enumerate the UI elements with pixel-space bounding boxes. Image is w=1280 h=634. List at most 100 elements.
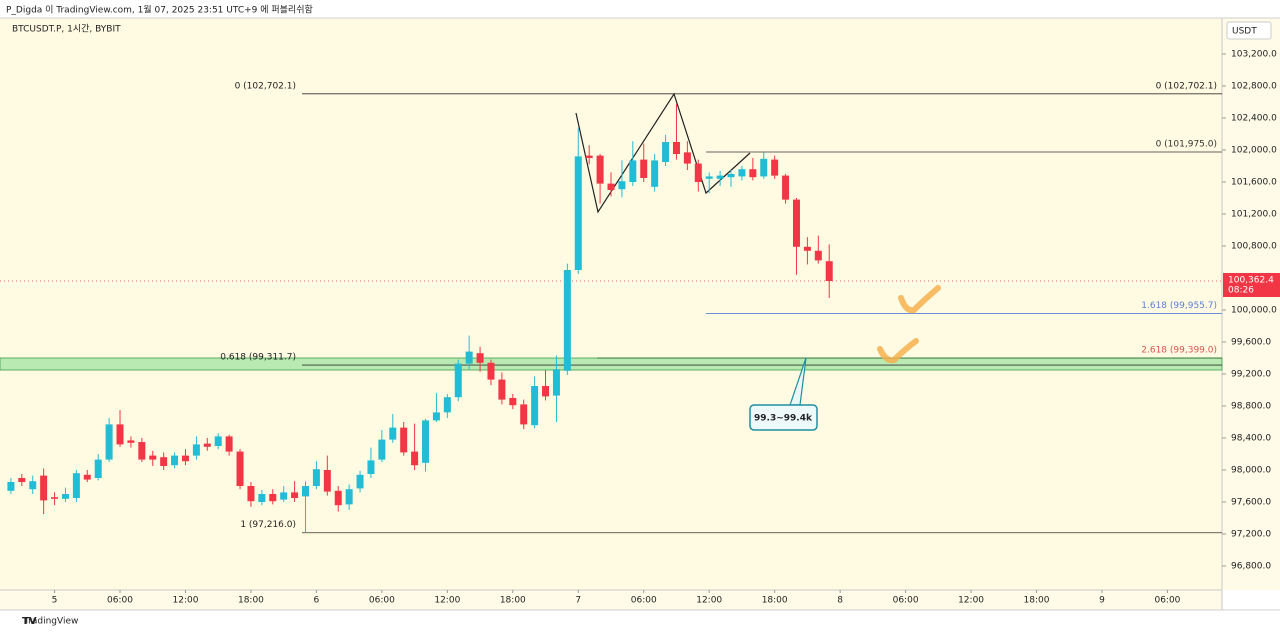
candle-body — [498, 379, 506, 400]
y-tick-label: 97,600.0 — [1231, 498, 1271, 508]
candle-body — [51, 497, 59, 499]
x-tick-label: 5 — [52, 596, 58, 606]
unit-label[interactable]: USDT — [1232, 27, 1257, 37]
last-price-box — [1223, 273, 1280, 298]
candle-body — [203, 443, 211, 447]
footer-brand: TradingView — [23, 617, 78, 627]
candle-body — [803, 246, 811, 251]
candle-body — [596, 155, 604, 184]
candle-body — [487, 362, 495, 380]
candle-body — [411, 451, 419, 466]
candle-body — [683, 152, 691, 164]
y-tick-label: 98,400.0 — [1231, 434, 1271, 444]
fib-label: 0.618 (99,311.7) — [220, 353, 296, 363]
drawings: 0 (102,702.1) 0 (102,702.1) 0.618 (99,311.… — [0, 81, 1223, 534]
candle-body — [727, 174, 735, 178]
candle-body — [40, 475, 48, 501]
candle-body — [771, 159, 779, 176]
candle-body — [509, 398, 517, 406]
logo-mark: 𝗧𝗩 — [22, 616, 37, 627]
candle-body — [705, 176, 713, 179]
candle-body — [214, 436, 222, 446]
candle-body — [258, 494, 266, 502]
candle-body — [160, 457, 168, 466]
last-price-label: 100,362.4 — [1228, 276, 1274, 286]
fib-label: 1.618 (99,955.7) — [1141, 301, 1217, 311]
zigzag-pattern — [575, 92, 751, 214]
x-tick-label: 9 — [1099, 596, 1105, 606]
x-tick-label: 18:00 — [500, 596, 526, 606]
candle-body — [378, 439, 386, 460]
x-tick-label: 8 — [837, 596, 843, 606]
candle-body — [127, 440, 135, 443]
y-tick-label: 99,600.0 — [1231, 338, 1271, 348]
y-tick-label: 98,800.0 — [1231, 402, 1271, 412]
candle-body — [640, 159, 648, 178]
y-tick-label: 103,200.0 — [1231, 50, 1277, 60]
candle-body — [585, 155, 593, 158]
candle-body — [422, 420, 430, 463]
x-tick-label: 06:00 — [631, 596, 657, 606]
candle-body — [563, 270, 571, 371]
candle-body — [138, 442, 146, 460]
candle-body — [356, 474, 364, 489]
candle-body — [171, 455, 179, 466]
y-tick-label: 99,200.0 — [1231, 370, 1271, 380]
fib-label: 2.618 (99,399.0) — [1141, 346, 1217, 356]
plot-area — [0, 18, 1222, 590]
candle-body — [432, 412, 440, 421]
candle-body — [792, 199, 800, 247]
candle-body — [367, 460, 375, 474]
candle-body — [116, 424, 124, 445]
y-tick-label: 101,600.0 — [1231, 178, 1277, 188]
x-tick-label: 7 — [575, 596, 581, 606]
candle-body — [749, 169, 757, 178]
check-mark — [877, 338, 919, 364]
x-tick-label: 06:00 — [893, 596, 919, 606]
candle-body — [814, 250, 822, 261]
unit-box[interactable] — [1226, 21, 1272, 40]
candle-body — [476, 353, 484, 363]
candle-body — [323, 470, 331, 492]
candle-body — [454, 363, 462, 398]
candle-body — [782, 175, 790, 200]
candle-body — [520, 404, 528, 425]
candle-body — [334, 490, 342, 506]
y-tick-label: 100,000.0 — [1231, 306, 1277, 316]
candle-body — [72, 473, 80, 498]
x-tick-label: 06:00 — [1154, 596, 1180, 606]
x-tick-label: 18:00 — [762, 596, 788, 606]
candle-body — [345, 489, 353, 505]
y-tick-label: 102,000.0 — [1231, 146, 1277, 156]
candle-body — [149, 455, 157, 460]
candle-body — [302, 486, 309, 497]
callout-label: 99.3~99.4k — [754, 414, 813, 424]
publisher-line: P_Digda 이 TradingView.com, 1월 07, 2025 2… — [6, 4, 313, 16]
candle-body — [760, 158, 768, 177]
candle-body — [225, 436, 233, 452]
countdown-label: 08:26 — [1228, 286, 1254, 296]
symbol-title: BTCUSDT.P, 1시간, BYBIT — [12, 24, 121, 35]
support-zone — [0, 357, 1223, 371]
candle-body — [618, 181, 626, 190]
y-tick-label: 102,400.0 — [1231, 114, 1277, 124]
candle-body — [94, 459, 102, 478]
candle-body — [105, 424, 113, 460]
candle-body — [29, 481, 37, 490]
candle-body — [465, 351, 473, 364]
x-tick-label: 06:00 — [369, 596, 395, 606]
y-tick-label: 102,800.0 — [1231, 82, 1277, 92]
candle-body — [7, 482, 15, 491]
candle-body — [716, 175, 724, 179]
candle-body — [269, 494, 277, 502]
candle-body — [542, 386, 550, 397]
x-tick-label: 6 — [314, 596, 320, 606]
candle-body — [574, 156, 582, 270]
fib-label: 0 (102,702.1) — [1156, 81, 1217, 91]
candle-body — [291, 492, 299, 498]
candle-body — [389, 427, 397, 440]
x-tick-label: 12:00 — [958, 596, 984, 606]
candle-body — [662, 142, 670, 162]
candle-body — [18, 478, 26, 482]
